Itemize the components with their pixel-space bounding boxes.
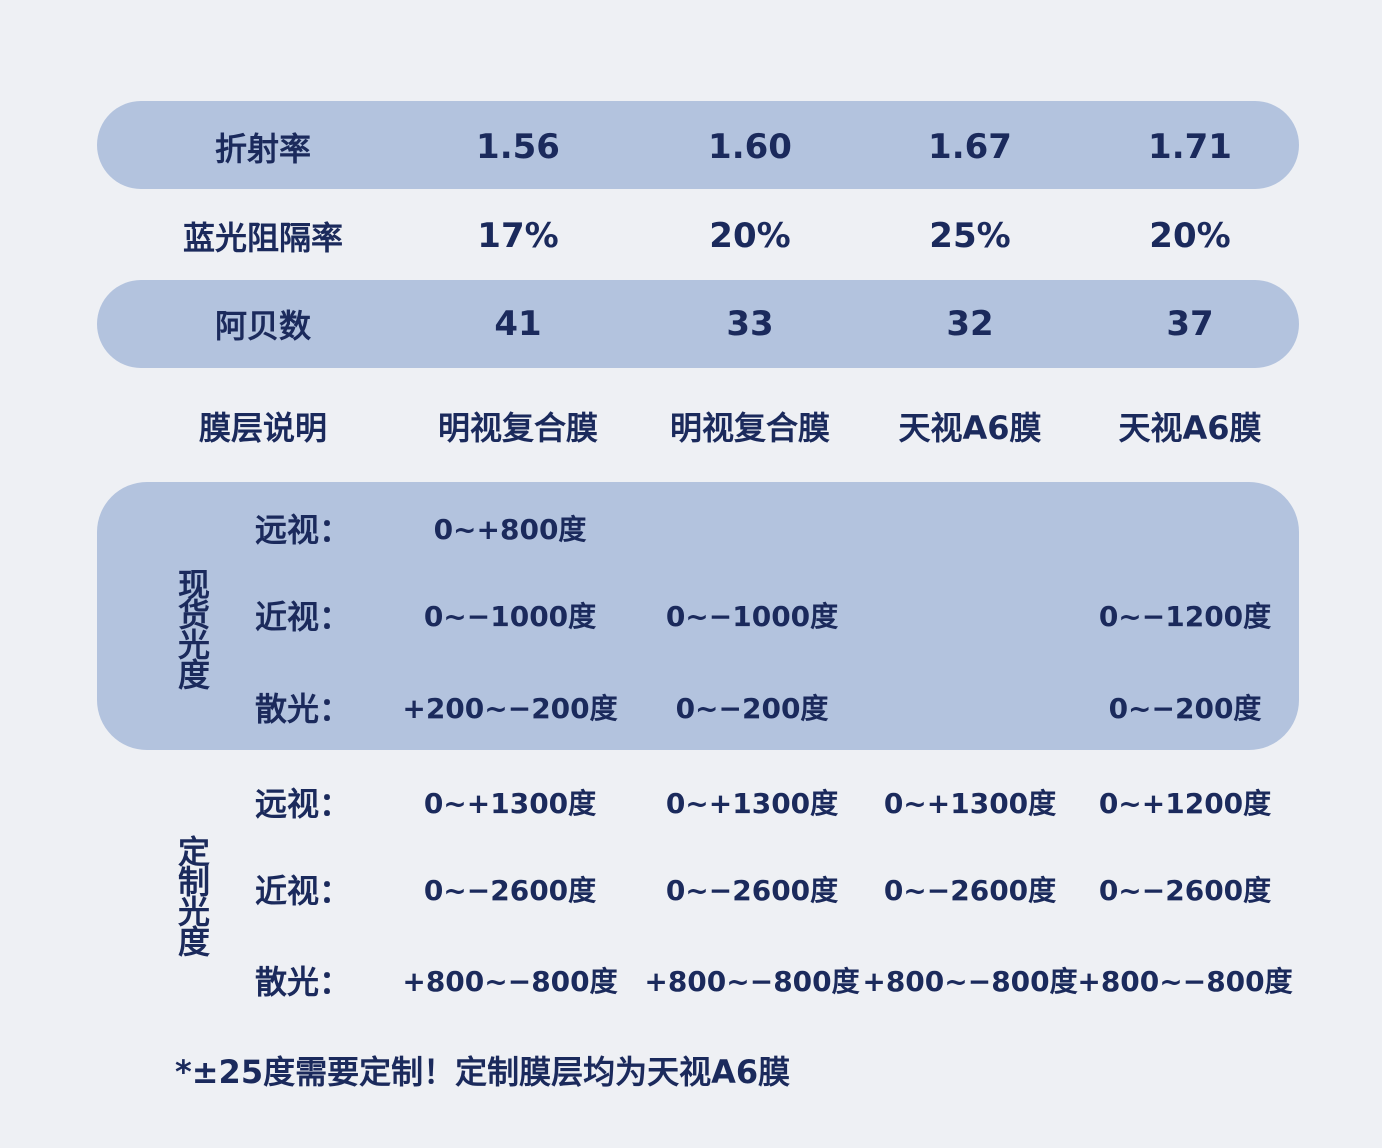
section-title: 定制光度	[173, 835, 211, 955]
cell: 0~−1000度	[665, 600, 839, 633]
cell: 天视A6膜	[898, 409, 1042, 447]
cell: 20%	[709, 216, 791, 256]
cell: 1.60	[708, 127, 792, 167]
cell: 32	[946, 304, 994, 344]
row-band	[97, 280, 1299, 368]
cell: 20%	[1149, 216, 1231, 256]
row-label: 散光：	[255, 690, 352, 728]
cell: 17%	[477, 216, 559, 256]
cell: 1.71	[1148, 127, 1232, 167]
cell: +800~−800度	[1077, 965, 1293, 998]
row-label: 远视：	[255, 511, 352, 549]
cell: 0~−2600度	[883, 874, 1057, 907]
cell: 0~+1200度	[1098, 787, 1272, 820]
cell: 0~+1300度	[665, 787, 839, 820]
footnote: *±25度需要定制！定制膜层均为天视A6膜	[175, 1053, 791, 1091]
cell: 37	[1166, 304, 1214, 344]
row-label: 近视：	[255, 598, 352, 636]
row-label: 折射率	[214, 130, 312, 168]
cell: +800~−800度	[862, 965, 1078, 998]
row-label: 远视：	[255, 785, 352, 823]
row-label: 阿贝数	[214, 307, 312, 345]
cell: 天视A6膜	[1118, 409, 1262, 447]
section-band	[97, 482, 1299, 750]
cell: 41	[494, 304, 542, 344]
row-label: 近视：	[255, 872, 352, 910]
cell: 33	[726, 304, 774, 344]
cell: 0~−200度	[675, 692, 829, 725]
row-band	[97, 101, 1299, 189]
cell: +800~−800度	[402, 965, 618, 998]
cell: 0~−2600度	[1098, 874, 1272, 907]
cell: 0~−1000度	[423, 600, 597, 633]
cell: 明视复合膜	[437, 409, 599, 447]
cell: 1.56	[476, 127, 560, 167]
cell: +800~−800度	[644, 965, 860, 998]
row-label: 蓝光阻隔率	[182, 219, 344, 257]
cell: 0~−200度	[1108, 692, 1262, 725]
cell: 0~−2600度	[665, 874, 839, 907]
cell: 明视复合膜	[669, 409, 831, 447]
row-label: 散光：	[255, 963, 352, 1001]
cell: 0~+1300度	[423, 787, 597, 820]
cell: 0~+1300度	[883, 787, 1057, 820]
cell: 25%	[929, 216, 1011, 256]
cell: +200~−200度	[402, 692, 618, 725]
cell: 0~−2600度	[423, 874, 597, 907]
section-title: 现货光度	[173, 568, 211, 688]
cell: 1.67	[928, 127, 1012, 167]
cell: 0~+800度	[433, 513, 587, 546]
cell: 0~−1200度	[1098, 600, 1272, 633]
row-label: 膜层说明	[198, 409, 328, 447]
